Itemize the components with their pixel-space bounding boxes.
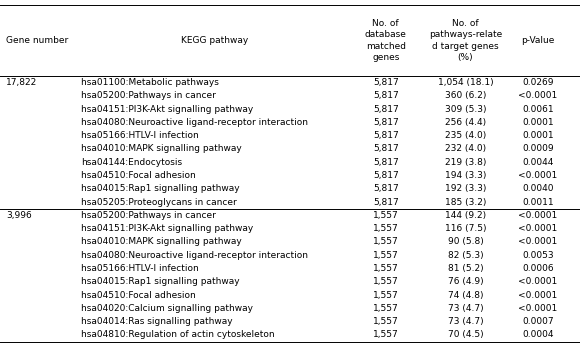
Text: hsa04020:Calcium signalling pathway: hsa04020:Calcium signalling pathway — [81, 304, 253, 313]
Text: hsa04151:PI3K-Akt signalling pathway: hsa04151:PI3K-Akt signalling pathway — [81, 224, 253, 233]
Text: hsa04014:Ras signalling pathway: hsa04014:Ras signalling pathway — [81, 317, 233, 326]
Text: 1,557: 1,557 — [373, 290, 398, 299]
Text: <0.0001: <0.0001 — [519, 211, 557, 220]
Text: 1,557: 1,557 — [373, 224, 398, 233]
Text: 0.0044: 0.0044 — [522, 158, 554, 167]
Text: 76 (4.9): 76 (4.9) — [448, 277, 483, 286]
Text: 5,817: 5,817 — [373, 145, 398, 154]
Text: 5,817: 5,817 — [373, 105, 398, 114]
Text: 0.0009: 0.0009 — [522, 145, 554, 154]
Text: hsa05205:Proteoglycans in cancer: hsa05205:Proteoglycans in cancer — [81, 198, 237, 207]
Text: 0.0061: 0.0061 — [522, 105, 554, 114]
Text: 90 (5.8): 90 (5.8) — [448, 237, 483, 246]
Text: 256 (4.4): 256 (4.4) — [445, 118, 486, 127]
Text: 0.0004: 0.0004 — [522, 331, 554, 339]
Text: hsa05200:Pathways in cancer: hsa05200:Pathways in cancer — [81, 211, 216, 220]
Text: Gene number: Gene number — [6, 36, 68, 45]
Text: 360 (6.2): 360 (6.2) — [445, 91, 486, 100]
Text: 1,557: 1,557 — [373, 277, 398, 286]
Text: 3,996: 3,996 — [6, 211, 31, 220]
Text: 74 (4.8): 74 (4.8) — [448, 290, 483, 299]
Text: hsa04510:Focal adhesion: hsa04510:Focal adhesion — [81, 171, 196, 180]
Text: 1,557: 1,557 — [373, 251, 398, 260]
Text: 5,817: 5,817 — [373, 131, 398, 140]
Text: 0.0001: 0.0001 — [522, 131, 554, 140]
Text: 1,557: 1,557 — [373, 264, 398, 273]
Text: 5,817: 5,817 — [373, 198, 398, 207]
Text: hsa04144:Endocytosis: hsa04144:Endocytosis — [81, 158, 182, 167]
Text: No. of
pathways-relate
d target genes
(%): No. of pathways-relate d target genes (%… — [429, 19, 502, 62]
Text: No. of
database
matched
genes: No. of database matched genes — [365, 19, 407, 62]
Text: hsa04015:Rap1 signalling pathway: hsa04015:Rap1 signalling pathway — [81, 184, 240, 193]
Text: hsa04010:MAPK signalling pathway: hsa04010:MAPK signalling pathway — [81, 145, 242, 154]
Text: <0.0001: <0.0001 — [519, 304, 557, 313]
Text: 0.0269: 0.0269 — [522, 78, 554, 87]
Text: 232 (4.0): 232 (4.0) — [445, 145, 486, 154]
Text: hsa05200:Pathways in cancer: hsa05200:Pathways in cancer — [81, 91, 216, 100]
Text: 70 (4.5): 70 (4.5) — [448, 331, 483, 339]
Text: 0.0006: 0.0006 — [522, 264, 554, 273]
Text: hsa04015:Rap1 signalling pathway: hsa04015:Rap1 signalling pathway — [81, 277, 240, 286]
Text: hsa04510:Focal adhesion: hsa04510:Focal adhesion — [81, 290, 196, 299]
Text: 5,817: 5,817 — [373, 171, 398, 180]
Text: 219 (3.8): 219 (3.8) — [445, 158, 486, 167]
Text: 0.0040: 0.0040 — [522, 184, 554, 193]
Text: hsa05166:HTLV-I infection: hsa05166:HTLV-I infection — [81, 264, 199, 273]
Text: 185 (3.2): 185 (3.2) — [445, 198, 486, 207]
Text: 194 (3.3): 194 (3.3) — [445, 171, 486, 180]
Text: 1,557: 1,557 — [373, 304, 398, 313]
Text: 73 (4.7): 73 (4.7) — [448, 304, 483, 313]
Text: hsa04810:Regulation of actin cytoskeleton: hsa04810:Regulation of actin cytoskeleto… — [81, 331, 275, 339]
Text: 5,817: 5,817 — [373, 118, 398, 127]
Text: <0.0001: <0.0001 — [519, 237, 557, 246]
Text: 144 (9.2): 144 (9.2) — [445, 211, 486, 220]
Text: 82 (5.3): 82 (5.3) — [448, 251, 483, 260]
Text: 1,054 (18.1): 1,054 (18.1) — [438, 78, 493, 87]
Text: 1,557: 1,557 — [373, 331, 398, 339]
Text: 81 (5.2): 81 (5.2) — [448, 264, 483, 273]
Text: 1,557: 1,557 — [373, 211, 398, 220]
Text: 0.0007: 0.0007 — [522, 317, 554, 326]
Text: 1,557: 1,557 — [373, 317, 398, 326]
Text: 0.0011: 0.0011 — [522, 198, 554, 207]
Text: hsa05166:HTLV-I infection: hsa05166:HTLV-I infection — [81, 131, 199, 140]
Text: 116 (7.5): 116 (7.5) — [445, 224, 486, 233]
Text: <0.0001: <0.0001 — [519, 224, 557, 233]
Text: hsa04010:MAPK signalling pathway: hsa04010:MAPK signalling pathway — [81, 237, 242, 246]
Text: 192 (3.3): 192 (3.3) — [445, 184, 486, 193]
Text: 235 (4.0): 235 (4.0) — [445, 131, 486, 140]
Text: <0.0001: <0.0001 — [519, 277, 557, 286]
Text: hsa04151:PI3K-Akt signalling pathway: hsa04151:PI3K-Akt signalling pathway — [81, 105, 253, 114]
Text: hsa04080:Neuroactive ligand-receptor interaction: hsa04080:Neuroactive ligand-receptor int… — [81, 251, 308, 260]
Text: 17,822: 17,822 — [6, 78, 37, 87]
Text: <0.0001: <0.0001 — [519, 290, 557, 299]
Text: 5,817: 5,817 — [373, 184, 398, 193]
Text: 1,557: 1,557 — [373, 237, 398, 246]
Text: 0.0053: 0.0053 — [522, 251, 554, 260]
Text: <0.0001: <0.0001 — [519, 171, 557, 180]
Text: 5,817: 5,817 — [373, 158, 398, 167]
Text: 5,817: 5,817 — [373, 91, 398, 100]
Text: 5,817: 5,817 — [373, 78, 398, 87]
Text: hsa01100:Metabolic pathways: hsa01100:Metabolic pathways — [81, 78, 219, 87]
Text: 0.0001: 0.0001 — [522, 118, 554, 127]
Text: <0.0001: <0.0001 — [519, 91, 557, 100]
Text: hsa04080:Neuroactive ligand-receptor interaction: hsa04080:Neuroactive ligand-receptor int… — [81, 118, 308, 127]
Text: p-Value: p-Value — [521, 36, 554, 45]
Text: 73 (4.7): 73 (4.7) — [448, 317, 483, 326]
Text: KEGG pathway: KEGG pathway — [181, 36, 248, 45]
Text: 309 (5.3): 309 (5.3) — [445, 105, 486, 114]
